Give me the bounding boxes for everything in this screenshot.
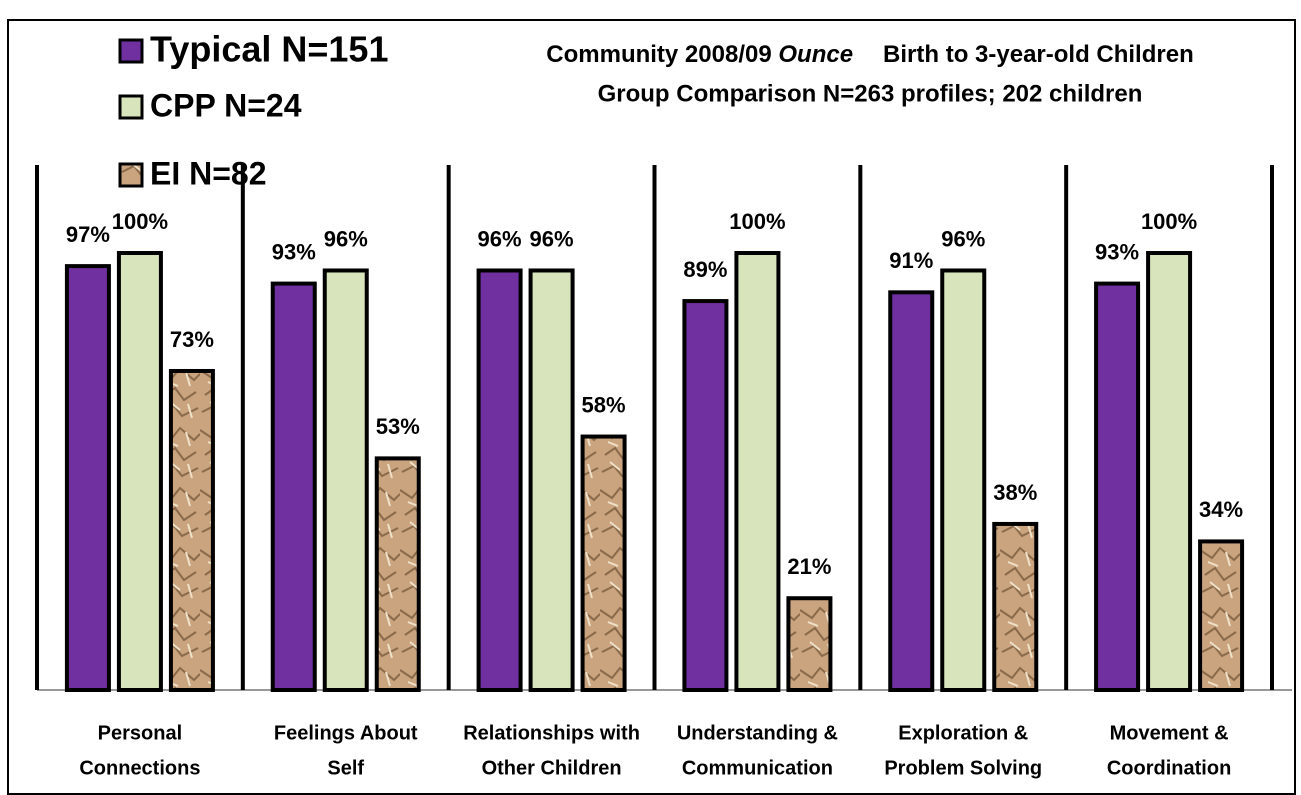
x-tick-label: Coordination [1107, 757, 1231, 779]
value-label: 21% [787, 554, 831, 579]
bar [528, 268, 575, 692]
x-tick-label: Personal [98, 722, 182, 744]
bar [1146, 251, 1193, 692]
bar [322, 268, 369, 692]
chart-subtitle: Group Comparison N=263 profiles; 202 chi… [598, 80, 1143, 107]
bar [1094, 281, 1141, 692]
legend-swatch [118, 94, 144, 120]
chart-title: Community 2008/09 Ounce Birth to 3-year-o… [546, 41, 1193, 68]
title-part: Birth to 3-year-old Children [883, 41, 1194, 68]
bar [580, 434, 627, 693]
x-tick-label: Feelings About [274, 722, 418, 744]
bar [682, 299, 729, 692]
x-tick-label: Other Children [482, 757, 622, 779]
legend-label: CPP N=24 [150, 87, 302, 123]
value-label: 96% [530, 226, 574, 251]
value-label: 97% [66, 222, 110, 247]
value-label: 58% [582, 392, 626, 417]
value-label: 96% [478, 226, 522, 251]
x-tick-label: Movement & [1110, 722, 1229, 744]
value-label: 93% [1095, 239, 1139, 264]
bar [374, 456, 421, 693]
x-tick-label: Problem Solving [884, 757, 1042, 779]
value-label: 34% [1199, 497, 1243, 522]
legend-swatch [118, 162, 144, 188]
bar [734, 251, 781, 692]
x-tick-label: Self [327, 757, 364, 779]
x-tick-label: Exploration & [898, 722, 1028, 744]
bar [786, 596, 833, 692]
bar [116, 251, 163, 692]
separators [35, 165, 1274, 690]
value-label: 93% [272, 239, 316, 264]
legend-label: Typical N=151 [150, 29, 388, 70]
title-part: Ounce [778, 41, 853, 68]
legend-label: EI N=82 [150, 155, 267, 191]
value-label: 100% [729, 209, 785, 234]
frame [7, 19, 1296, 795]
value-label: 100% [112, 209, 168, 234]
bar [1198, 539, 1245, 692]
bar [888, 290, 935, 692]
bar [992, 521, 1039, 692]
bar [168, 368, 215, 692]
x-tick-label: Connections [79, 757, 200, 779]
value-label: 53% [376, 414, 420, 439]
value-label: 96% [941, 226, 985, 251]
legend-swatch [118, 38, 144, 64]
x-tick-label: Understanding & [677, 722, 838, 744]
x-tick-label: Relationships with [463, 722, 640, 744]
value-label: 96% [324, 226, 368, 251]
title-part: Community 2008/09 [546, 41, 771, 68]
value-label: 73% [170, 327, 214, 352]
bar [476, 268, 523, 692]
value-label: 100% [1141, 209, 1197, 234]
value-label: 89% [683, 257, 727, 282]
value-label: 38% [993, 480, 1037, 505]
value-label: 91% [889, 248, 933, 273]
bar [940, 268, 987, 692]
x-tick-label: Communication [682, 757, 833, 779]
bar [270, 281, 317, 692]
bar [64, 264, 111, 692]
